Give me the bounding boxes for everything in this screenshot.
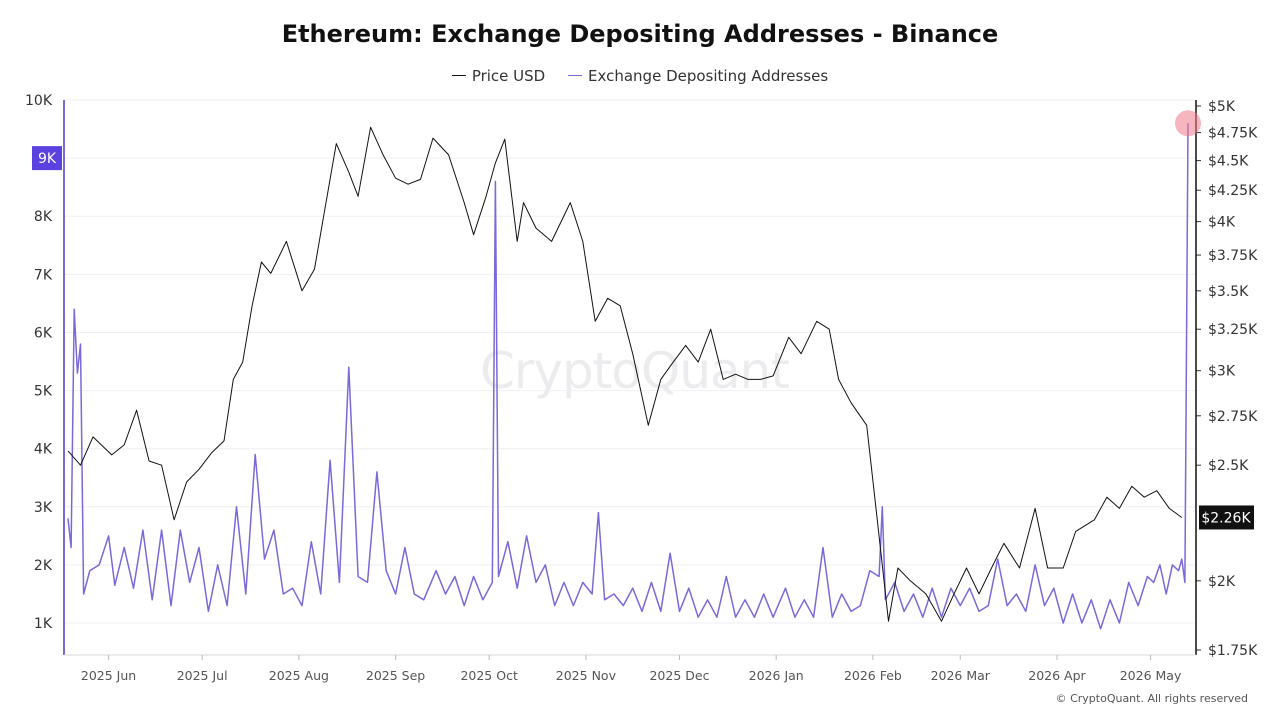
y-right-tick: $5K <box>1208 99 1236 115</box>
y-right-tick: $3.25K <box>1208 322 1258 338</box>
x-tick: 2026 May <box>1120 668 1182 683</box>
y-left-highlight-label: 9K <box>38 151 57 167</box>
x-tick: 2025 Jul <box>177 668 228 683</box>
y-left-tick: 4K <box>34 442 53 458</box>
y-right-tick: $2.75K <box>1208 409 1258 425</box>
x-tick: 2026 Mar <box>931 668 991 683</box>
series-line-exchange-depositing-addresses <box>67 123 1189 630</box>
y-left-tick: 8K <box>34 209 53 225</box>
y-left-tick: 7K <box>34 267 53 283</box>
x-tick: 2025 Sep <box>366 668 425 683</box>
x-tick: 2025 Jun <box>81 668 136 683</box>
current-price-box <box>1199 505 1254 530</box>
y-right-tick: $2.5K <box>1208 458 1249 474</box>
y-right-tick: $4.75K <box>1208 126 1258 142</box>
y-right-tick: $4.5K <box>1208 154 1249 170</box>
current-price-label: $2.26K <box>1201 510 1251 526</box>
x-tick: 2025 Oct <box>460 668 517 683</box>
y-right-tick: $3.5K <box>1208 284 1249 300</box>
y-left-tick: 5K <box>34 384 53 400</box>
legend-swatch-price <box>451 75 466 76</box>
y-left-tick: 1K <box>34 616 53 632</box>
legend-label-addresses: Exchange Depositing Addresses <box>588 66 829 85</box>
legend-label-price: Price USD <box>471 66 546 85</box>
y-right-tick: $3.75K <box>1208 248 1258 264</box>
y-right-tick: $4K <box>1208 215 1236 231</box>
y-right-tick: $3K <box>1208 364 1236 380</box>
legend: Price USD Exchange Depositing Addresses <box>0 62 1280 85</box>
y-right-tick: $1.75K <box>1208 643 1258 659</box>
y-right-tick: $4.25K <box>1208 183 1258 199</box>
legend-swatch-addresses <box>568 75 583 76</box>
y-left-tick: 10K <box>25 93 53 109</box>
copyright-notice: © CryptoQuant. All rights reserved <box>1055 692 1248 705</box>
x-tick: 2025 Nov <box>556 668 617 683</box>
x-tick: 2026 Apr <box>1028 668 1086 683</box>
legend-item-price[interactable]: Price USD <box>451 66 546 85</box>
y-right-tick: $2K <box>1208 574 1236 590</box>
x-tick: 2025 Aug <box>269 668 329 683</box>
y-left-tick: 3K <box>34 500 53 516</box>
y-left-tick: 6K <box>34 325 53 341</box>
series-end-marker <box>1175 110 1201 137</box>
chart-title: Ethereum: Exchange Depositing Addresses … <box>281 20 999 48</box>
y-left-highlight-box <box>32 146 62 171</box>
legend-item-addresses[interactable]: Exchange Depositing Addresses <box>568 67 828 85</box>
x-tick: 2026 Feb <box>844 668 902 683</box>
x-tick: 2026 Jan <box>749 668 804 683</box>
x-tick: 2025 Dec <box>649 668 709 683</box>
series-line-price-usd <box>67 126 1183 622</box>
y-left-tick: 2K <box>34 558 53 574</box>
